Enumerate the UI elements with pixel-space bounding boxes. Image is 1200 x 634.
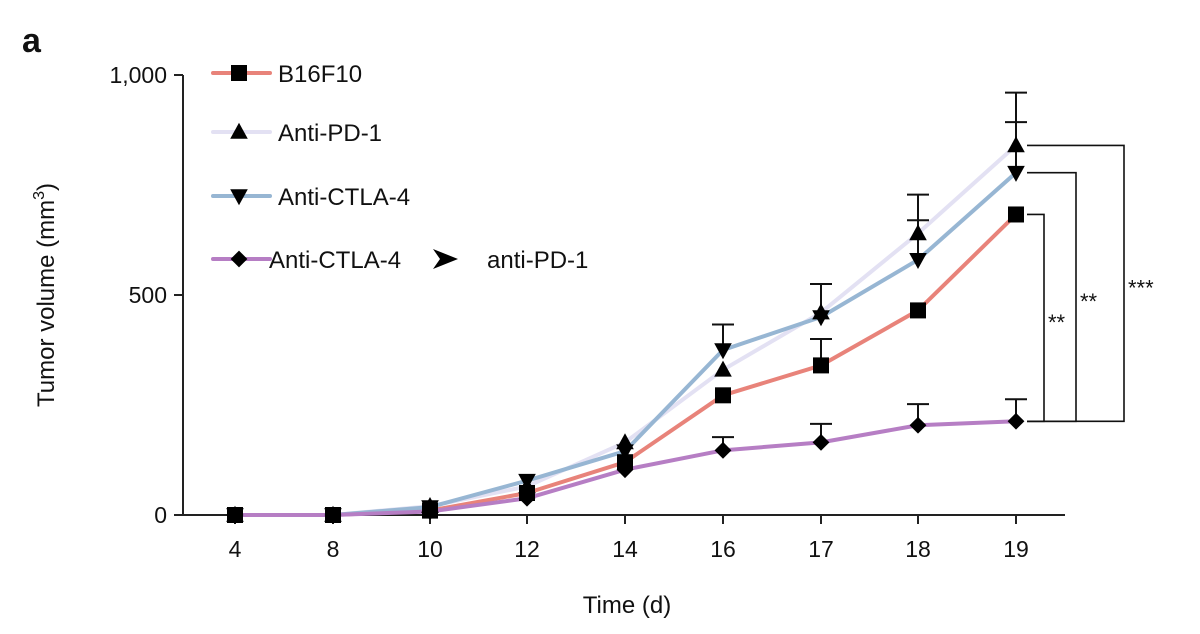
y-tick-label: 1,000 xyxy=(109,62,167,88)
x-tick-label: 16 xyxy=(710,536,736,562)
markers xyxy=(226,136,1025,525)
y-axis-label-superscript: 3 xyxy=(31,191,48,200)
significance-label: ** xyxy=(1048,310,1066,335)
legend-item-2: Anti-CTLA-4 xyxy=(211,184,410,211)
significance-brackets: ******* xyxy=(1027,144,1154,423)
data-point-1 xyxy=(1007,136,1025,153)
legend-item-0: B16F10 xyxy=(211,61,362,88)
data-point-3 xyxy=(909,416,927,434)
legend-item-3: Anti-CTLA-4 anti-PD-1 xyxy=(211,247,588,274)
legend-label: Anti-CTLA-4 xyxy=(269,247,401,274)
data-point-3 xyxy=(421,503,439,520)
significance-bracket xyxy=(1027,144,1125,423)
legend-item-1: Anti-PD-1 xyxy=(211,120,382,147)
data-point-3 xyxy=(226,506,244,524)
legend-label: Anti-PD-1 xyxy=(278,120,382,147)
data-point-3 xyxy=(812,434,830,451)
x-tick-label: 4 xyxy=(229,536,242,562)
x-tick-label: 18 xyxy=(905,536,931,562)
x-tick-label: 14 xyxy=(612,536,638,562)
data-point-0 xyxy=(715,387,731,404)
legend-marker xyxy=(230,189,248,206)
data-point-2 xyxy=(518,473,536,490)
x-tick-label: 10 xyxy=(417,536,443,562)
data-point-3 xyxy=(518,489,536,507)
x-tick-label: 17 xyxy=(808,536,834,562)
legend-label: Anti-CTLA-4 xyxy=(278,184,410,211)
y-tick-label: 0 xyxy=(154,502,167,528)
x-tick-label: 8 xyxy=(327,536,340,562)
data-point-3 xyxy=(714,441,732,459)
data-point-2 xyxy=(1007,165,1025,182)
data-point-3 xyxy=(324,506,342,524)
significance-label: ** xyxy=(1080,289,1098,314)
y-tick-label: 500 xyxy=(129,282,167,308)
legend-label: B16F10 xyxy=(278,61,362,88)
significance-bracket xyxy=(1027,213,1045,423)
data-point-2 xyxy=(812,310,830,327)
data-point-2 xyxy=(616,444,634,461)
significance-label: *** xyxy=(1128,275,1154,300)
data-point-2 xyxy=(714,343,732,360)
data-point-1 xyxy=(714,360,732,377)
data-point-0 xyxy=(910,302,926,319)
data-point-2 xyxy=(909,253,927,269)
arrow-right-icon xyxy=(433,249,458,269)
legend-marker xyxy=(231,65,247,81)
y-axis-label-close: ) xyxy=(33,183,60,191)
data-point-0 xyxy=(813,357,829,374)
legend: B16F10 Anti-PD-1 Anti-CTLA-4 Anti-CTLA-4 ant… xyxy=(211,61,588,274)
x-tick-label: 19 xyxy=(1003,536,1029,562)
panel-label: a xyxy=(22,22,42,60)
y-axis-label-text: Tumor volume (mm xyxy=(33,200,60,407)
legend-label-suffix: anti-PD-1 xyxy=(487,247,588,274)
legend-marker xyxy=(230,250,248,268)
data-point-3 xyxy=(616,461,634,479)
data-point-0 xyxy=(1008,206,1024,223)
legend-marker xyxy=(230,122,248,139)
data-point-3 xyxy=(1007,412,1025,430)
x-axis-label: Time (d) xyxy=(583,592,671,619)
y-axis-label: Tumor volume (mm3) xyxy=(31,183,60,407)
data-point-1 xyxy=(909,224,927,241)
x-tick-label: 12 xyxy=(514,536,540,562)
significance-bracket xyxy=(1027,171,1077,423)
